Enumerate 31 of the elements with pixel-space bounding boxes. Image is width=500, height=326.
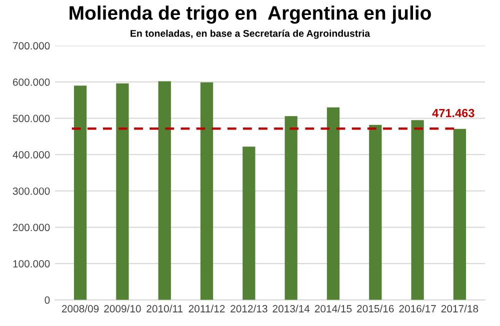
x-tick-label: 2015/16 [357,304,394,312]
x-tick-label: 2017/18 [441,304,478,312]
x-tick-label: 2012/13 [230,304,268,312]
y-tick-label: 700.000 [13,42,50,50]
x-tick-label: 2013/14 [272,304,310,312]
bar [116,83,129,300]
y-tick-label: 300.000 [12,187,50,195]
bar [242,146,256,300]
x-tick-label: 2008/09 [62,304,99,312]
y-tick-label: 200.000 [13,224,50,232]
y-tick-label: 500.000 [12,114,50,122]
bar [284,116,298,300]
x-tick-label: 2016/17 [399,304,436,312]
chart-title: Molienda de trigo en Argentina en julio [70,6,431,24]
bar [74,86,87,300]
ref-line-label: 471.463 [432,108,474,118]
bar [369,124,382,300]
x-tick-label: 2010/11 [146,304,183,312]
y-tick-label: 0 [44,296,50,304]
bar [200,82,214,300]
y-tick-label: 400.000 [12,151,50,158]
bar [453,128,466,300]
chart-subtitle: En toneladas, en base a Secretaría de Agroindustria [130,30,370,39]
bar [326,107,340,300]
x-tick-label: 2011/12 [188,304,225,312]
bar [411,120,424,300]
bar [158,81,171,300]
x-tick-label: 2014/15 [314,304,352,312]
y-tick-label: 100.000 [13,260,50,268]
y-tick-label: 600.000 [13,78,50,86]
x-tick-label: 2009/10 [104,304,141,312]
